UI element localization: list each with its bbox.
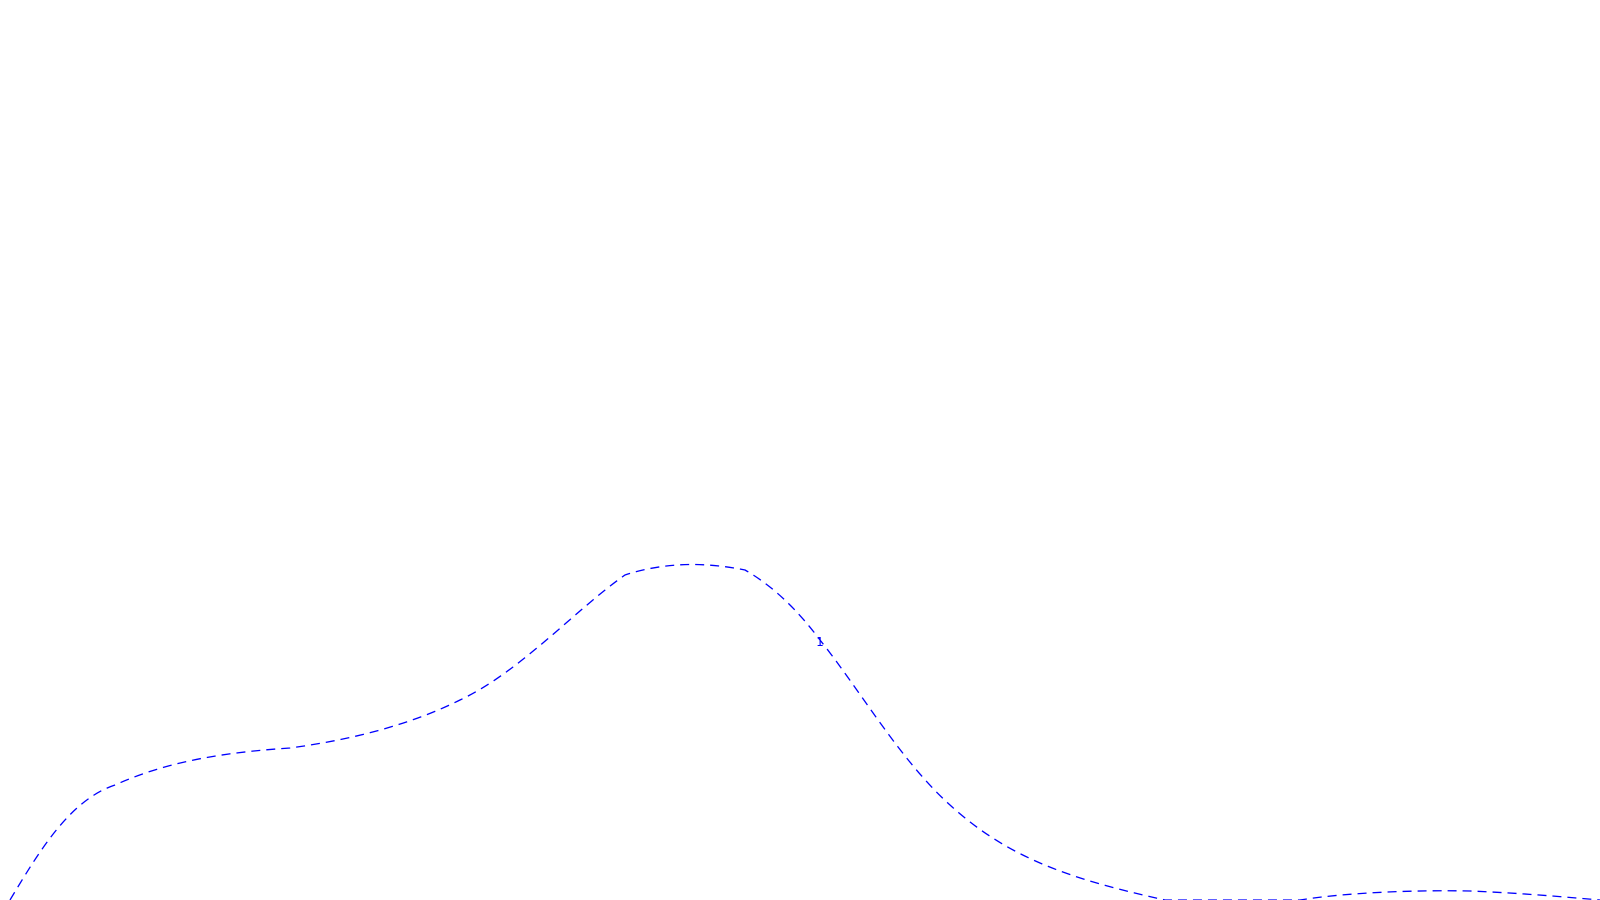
contour-line-1 <box>9 563 1600 900</box>
contour-label-1: 1 <box>816 635 824 649</box>
